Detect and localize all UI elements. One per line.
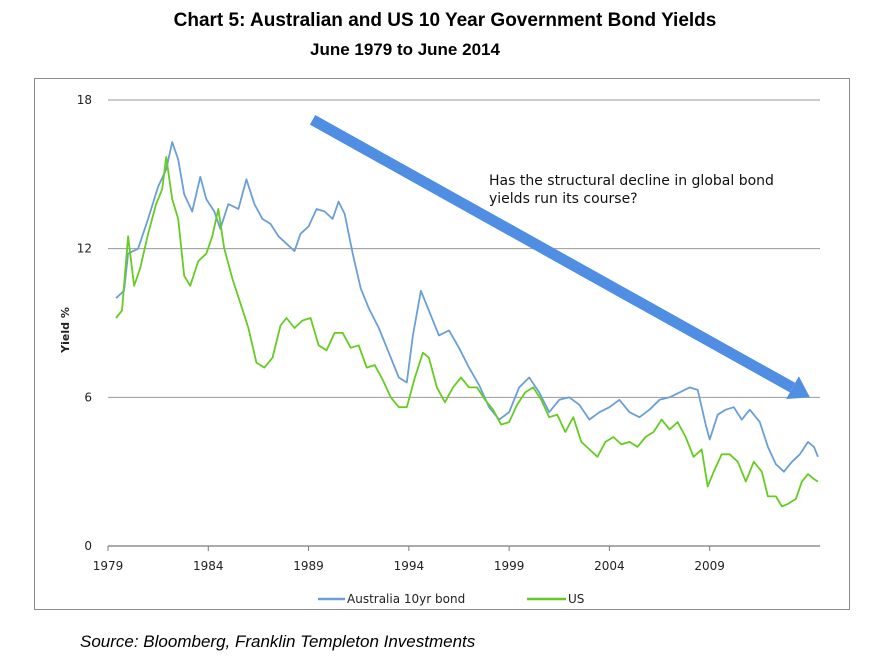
trend-arrow-head [786, 376, 810, 399]
legend-label-us: US [568, 592, 584, 606]
y-axis-label: Yield % [59, 307, 72, 354]
y-tick-label: 0 [84, 539, 92, 553]
y-tick-label: 18 [77, 93, 92, 107]
chart-frame [34, 78, 850, 610]
chart-subtitle: June 1979 to June 2014 [310, 40, 500, 59]
x-tick-label: 1979 [93, 559, 124, 573]
gridlines [107, 99, 820, 551]
annotation-line-2: yields run its course? [489, 191, 638, 207]
x-tick-label: 1994 [394, 559, 425, 573]
y-tick-label: 12 [77, 242, 92, 256]
series-lines [115, 141, 819, 508]
source-note: Source: Bloomberg, Franklin Templeton In… [80, 632, 476, 651]
x-tick-label: 1984 [193, 559, 224, 573]
trend-arrow-shaft [309, 115, 796, 393]
x-tick-label: 1999 [494, 559, 525, 573]
series-line-australia [115, 141, 819, 473]
y-tick-labels: 0 6 12 18 [77, 93, 92, 553]
trend-arrow [309, 115, 810, 399]
y-tick-label: 6 [84, 390, 92, 404]
x-tick-label: 2009 [694, 559, 725, 573]
series-line-us [115, 156, 819, 508]
legend: Australia 10yr bond US [318, 592, 584, 606]
x-tick-label: 1989 [293, 559, 324, 573]
x-tick-label: 2004 [594, 559, 625, 573]
legend-label-australia: Australia 10yr bond [347, 592, 465, 606]
chart-title: Chart 5: Australian and US 10 Year Gover… [173, 10, 717, 31]
x-tick-labels: 1979 1984 1989 1994 1999 2004 2009 [93, 559, 725, 573]
annotation-line-1: Has the structural decline in global bon… [489, 173, 774, 189]
